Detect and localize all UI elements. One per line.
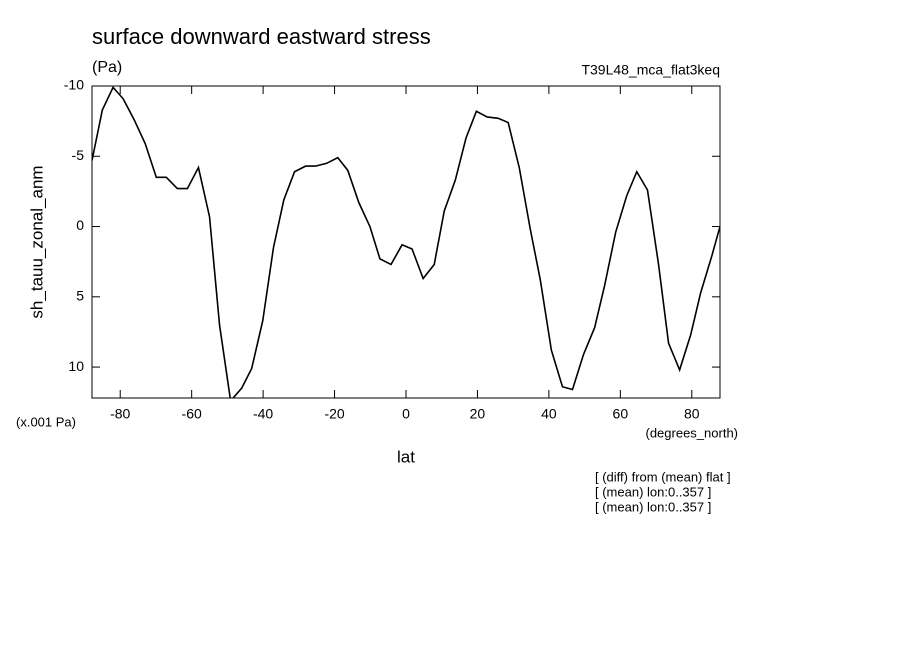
- x-tick-label: 40: [541, 406, 557, 422]
- chart-subtitle: (Pa): [92, 59, 122, 76]
- annotation: [ (diff) from (mean) flat ]: [595, 469, 731, 484]
- x-tick-label: 60: [613, 406, 629, 422]
- x-tick-label: 20: [470, 406, 486, 422]
- chart-title: surface downward eastward stress: [92, 24, 431, 49]
- x-unit-label: (degrees_north): [646, 425, 739, 440]
- x-tick-label: -40: [253, 406, 273, 422]
- y-tick-label: 10: [68, 358, 84, 374]
- x-axis-label: lat: [397, 447, 415, 466]
- y-tick-label: -5: [72, 147, 85, 163]
- x-tick-label: -60: [182, 406, 202, 422]
- data-line: [92, 86, 720, 398]
- run-label: T39L48_mca_flat3keq: [581, 62, 720, 78]
- y-axis-label: sh_tauu_zonal_anm: [27, 165, 46, 318]
- x-tick-label: 0: [402, 406, 410, 422]
- annotation: [ (mean) lon:0..357 ]: [595, 499, 711, 514]
- x-tick-label: 80: [684, 406, 700, 422]
- y-tick-label: -10: [64, 77, 84, 93]
- x-tick-label: -20: [324, 406, 344, 422]
- y-tick-label: 5: [76, 288, 84, 304]
- annotation: [ (mean) lon:0..357 ]: [595, 484, 711, 499]
- y-unit-label: (x.001 Pa): [16, 414, 76, 429]
- x-tick-label: -80: [110, 406, 130, 422]
- y-tick-label: 0: [76, 217, 84, 233]
